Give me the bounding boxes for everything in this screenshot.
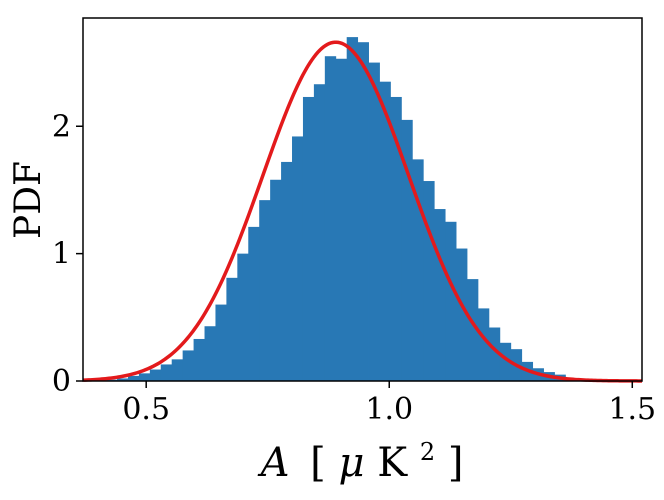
histogram-bar	[237, 253, 249, 381]
gaussian-fit-curve	[82, 40, 643, 383]
histogram-bar	[160, 364, 173, 381]
x-axis-label: A [ μ K 2 ]	[257, 424, 464, 486]
histogram-bar	[335, 58, 348, 381]
histogram-bar	[401, 119, 413, 381]
histogram-bar	[499, 342, 512, 381]
histogram-bar	[324, 56, 337, 382]
histogram-bar	[248, 226, 260, 381]
histogram-bar	[127, 375, 140, 381]
histogram-bar	[259, 200, 271, 381]
histogram-bar	[117, 378, 129, 381]
histogram-bar	[368, 62, 380, 381]
histogram-bar	[346, 37, 359, 382]
histogram-bar	[412, 159, 424, 381]
x-axis-bracket-open: [	[310, 440, 326, 486]
histogram-bar	[138, 373, 151, 381]
x-tick-label: 1.0	[365, 392, 413, 427]
histogram-bar	[477, 308, 490, 381]
histogram-bar	[390, 96, 402, 382]
histogram-bars	[106, 37, 577, 382]
y-tick-label: 2	[52, 109, 71, 144]
histogram-bar	[302, 96, 315, 382]
histogram-bar	[313, 84, 326, 382]
x-tick-label: 1.5	[608, 392, 656, 427]
x-tick-label: 0.5	[122, 392, 170, 427]
histogram-bar	[149, 369, 162, 381]
histogram-bar	[488, 327, 501, 381]
x-axis-unit-prefix: μ	[339, 440, 365, 486]
histogram-bar	[434, 209, 446, 381]
x-axis-bracket-close: ]	[448, 440, 464, 486]
y-axis-ticks: 0 1 2	[52, 109, 83, 399]
histogram-bar	[204, 326, 216, 381]
histogram-bar	[292, 136, 304, 381]
histogram-bar	[193, 338, 205, 381]
x-axis-ticks: 0.5 1.0 1.5	[122, 381, 656, 427]
x-axis-unit: K	[377, 440, 408, 486]
y-tick-label: 1	[52, 237, 71, 272]
histogram-bar	[215, 304, 227, 381]
histogram-bar	[467, 279, 479, 381]
histogram-bar	[182, 350, 194, 381]
y-tick-label: 0	[52, 364, 71, 399]
plot-frame	[82, 17, 643, 382]
histogram-bar	[270, 179, 282, 381]
histogram-bar	[171, 359, 184, 381]
y-axis-label: PDF	[8, 161, 49, 239]
histogram-bar	[456, 248, 468, 381]
histogram-bar	[226, 277, 238, 381]
x-axis-unit-exponent: 2	[420, 438, 435, 466]
histogram-bar	[445, 221, 457, 381]
histogram-bar	[357, 42, 369, 381]
histogram-bar	[281, 161, 293, 381]
histogram-bar	[379, 81, 391, 382]
histogram-bar	[423, 181, 435, 381]
x-axis-variable: A	[257, 440, 290, 486]
